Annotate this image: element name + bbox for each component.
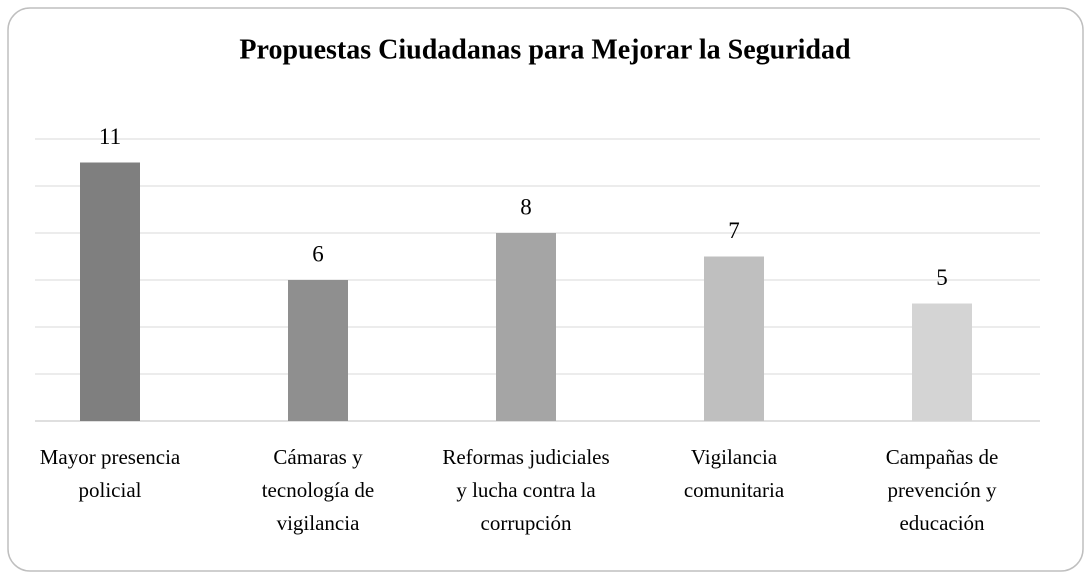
data-label: 8 [520, 194, 532, 219]
bar [496, 233, 556, 421]
data-label: 6 [312, 241, 324, 266]
x-tick-label: Mayor presencia policial [39, 445, 181, 502]
x-tick-label: Reformas judiciales y lucha contra la co… [442, 445, 610, 535]
data-label: 7 [728, 218, 740, 243]
bar [912, 303, 972, 421]
data-label: 11 [99, 124, 121, 149]
x-tick-label: Vigilancia comunitaria [683, 445, 785, 502]
x-tick-label: Campañas de prevención y educación [885, 445, 999, 535]
bar [704, 256, 764, 421]
data-label: 5 [936, 265, 948, 290]
bar [288, 280, 348, 421]
bar [80, 162, 140, 421]
x-tick-label: Cámaras y tecnología de vigilancia [261, 445, 375, 535]
chart-title: Propuestas Ciudadanas para Mejorar la Se… [239, 34, 851, 65]
